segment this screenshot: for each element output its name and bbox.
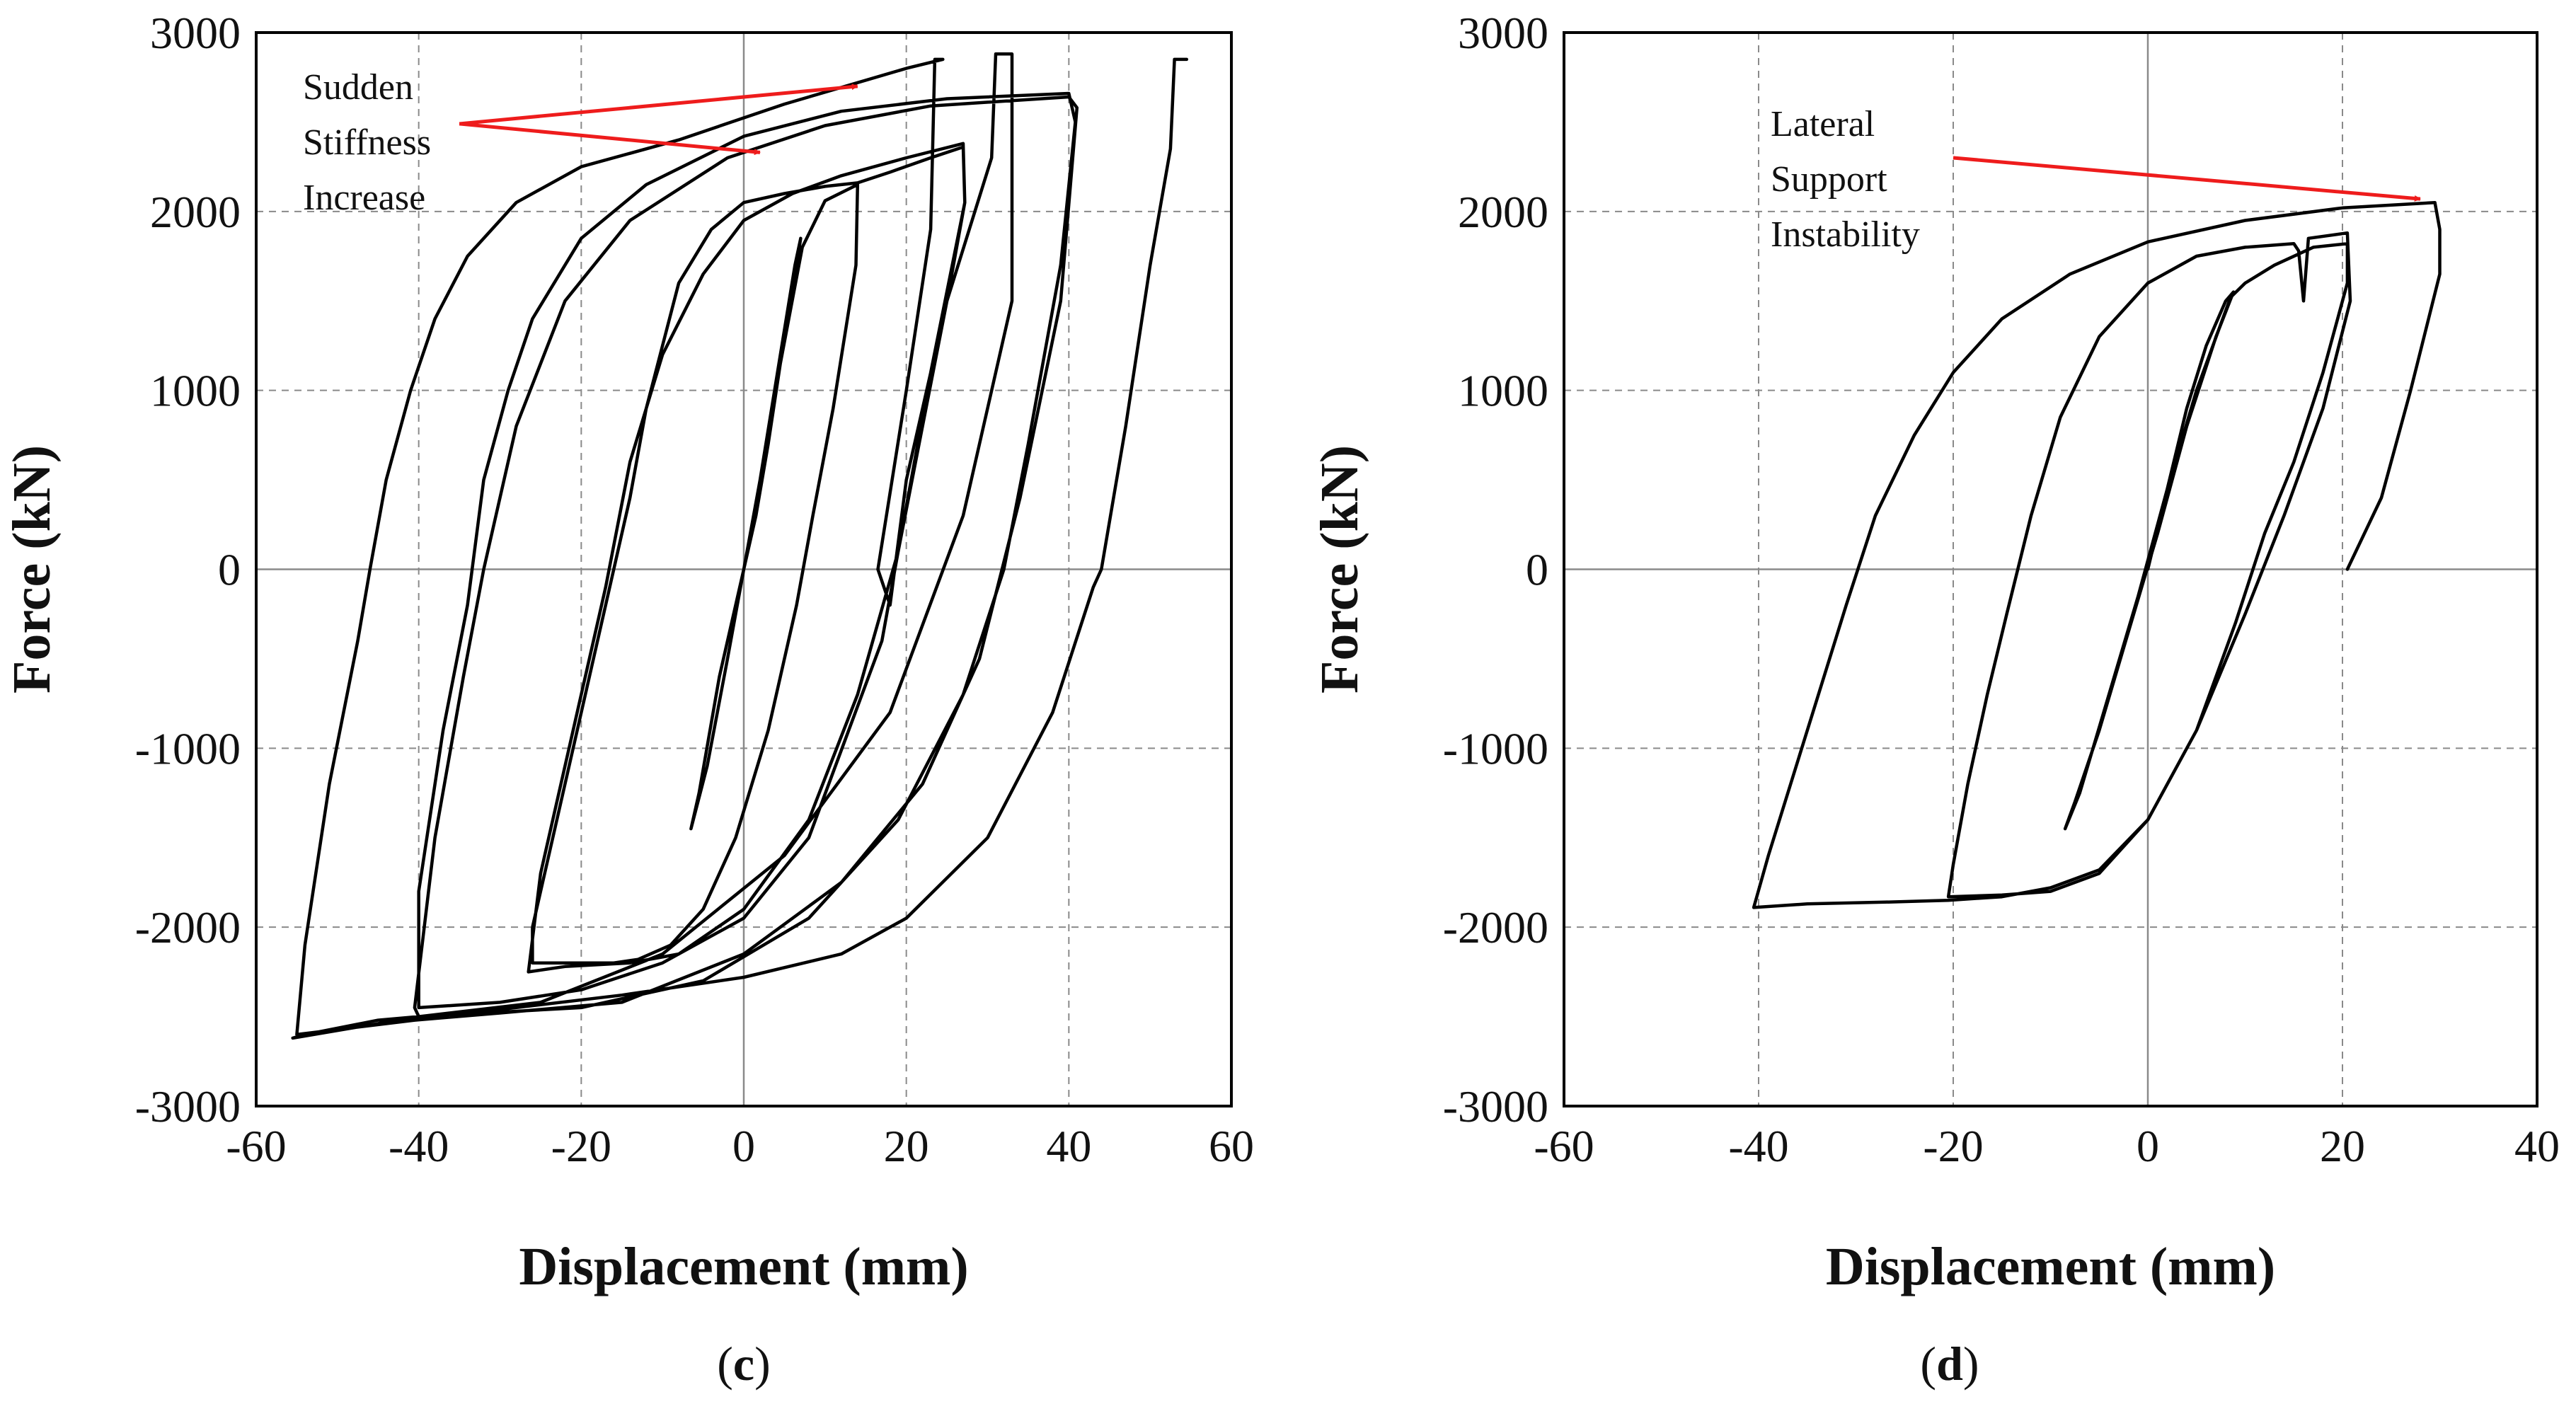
y-tick-label: -1000 (135, 723, 241, 773)
x-tick-label: -20 (551, 1121, 611, 1171)
sublabel-open: ( (1920, 1337, 1936, 1391)
x-tick-label: -60 (226, 1121, 286, 1171)
annotation-text: Increase (303, 178, 425, 218)
annotation-text: Stiffness (303, 122, 431, 163)
sublabel-letter: c (733, 1337, 754, 1391)
x-tick-label: -40 (389, 1121, 449, 1171)
x-tick-label: 0 (2137, 1121, 2159, 1171)
x-axis-title: Displacement (mm) (519, 1237, 968, 1296)
annotation-text: Sudden (303, 67, 413, 108)
sublabel-close: ) (1963, 1337, 1979, 1391)
sublabel-open: ( (717, 1337, 733, 1391)
y-tick-label: 3000 (150, 8, 241, 58)
y-tick-label: 0 (1526, 545, 1548, 595)
annotation-text: Instability (1771, 214, 1920, 255)
y-tick-label: 2000 (150, 187, 241, 237)
annotation-arrow (459, 122, 761, 156)
x-axis-title: Displacement (mm) (1826, 1237, 2275, 1296)
sublabel-letter: d (1936, 1337, 1963, 1391)
panel-sublabel: (c) (717, 1337, 771, 1391)
annotation-arrow (459, 84, 858, 126)
y-tick-label: -3000 (135, 1081, 241, 1132)
x-tick-label: -60 (1534, 1121, 1594, 1171)
plot-frame (255, 31, 1233, 1107)
y-tick-label: -2000 (1443, 902, 1548, 953)
annotation-arrow (1953, 156, 2421, 202)
series-line-hysteresis (291, 52, 1189, 1040)
x-tick-label: 40 (2514, 1121, 2560, 1171)
sublabel-close: ) (754, 1337, 771, 1391)
y-tick-label: -2000 (135, 902, 241, 953)
y-tick-label: 1000 (1458, 366, 1548, 416)
series-line-hysteresis (1752, 200, 2442, 909)
panel-sublabel: (d) (1920, 1337, 1979, 1391)
annotation-text: Support (1771, 159, 1887, 200)
x-tick-label: -20 (1923, 1121, 1983, 1171)
y-tick-label: 0 (218, 545, 241, 595)
y-axis-title: Force (kN) (2, 445, 62, 694)
x-tick-label: 60 (1209, 1121, 1254, 1171)
x-tick-label: 20 (2320, 1121, 2365, 1171)
y-tick-label: 1000 (150, 366, 241, 416)
x-tick-label: -40 (1728, 1121, 1788, 1171)
chart-panel-c: -60 -40 -20 0 20 40 60 -3000 -2000 -1000 0 1000 2000… (2, 8, 1254, 1391)
x-tick-label: 0 (732, 1121, 755, 1171)
plot-frame (1563, 31, 2538, 1107)
y-tick-label: -1000 (1443, 723, 1548, 773)
x-tick-label: 40 (1046, 1121, 1091, 1171)
chart-panel-d: -60 -40 -20 0 20 40 -3000 -2000 -1000 0 1000 2000 30… (1310, 8, 2560, 1391)
annotation-text: Lateral (1771, 104, 1875, 144)
y-tick-label: 2000 (1458, 187, 1548, 237)
x-tick-label: 20 (884, 1121, 929, 1171)
y-tick-label: 3000 (1458, 8, 1548, 58)
y-axis-title: Force (kN) (1310, 445, 1369, 694)
y-tick-label: -3000 (1443, 1081, 1548, 1132)
